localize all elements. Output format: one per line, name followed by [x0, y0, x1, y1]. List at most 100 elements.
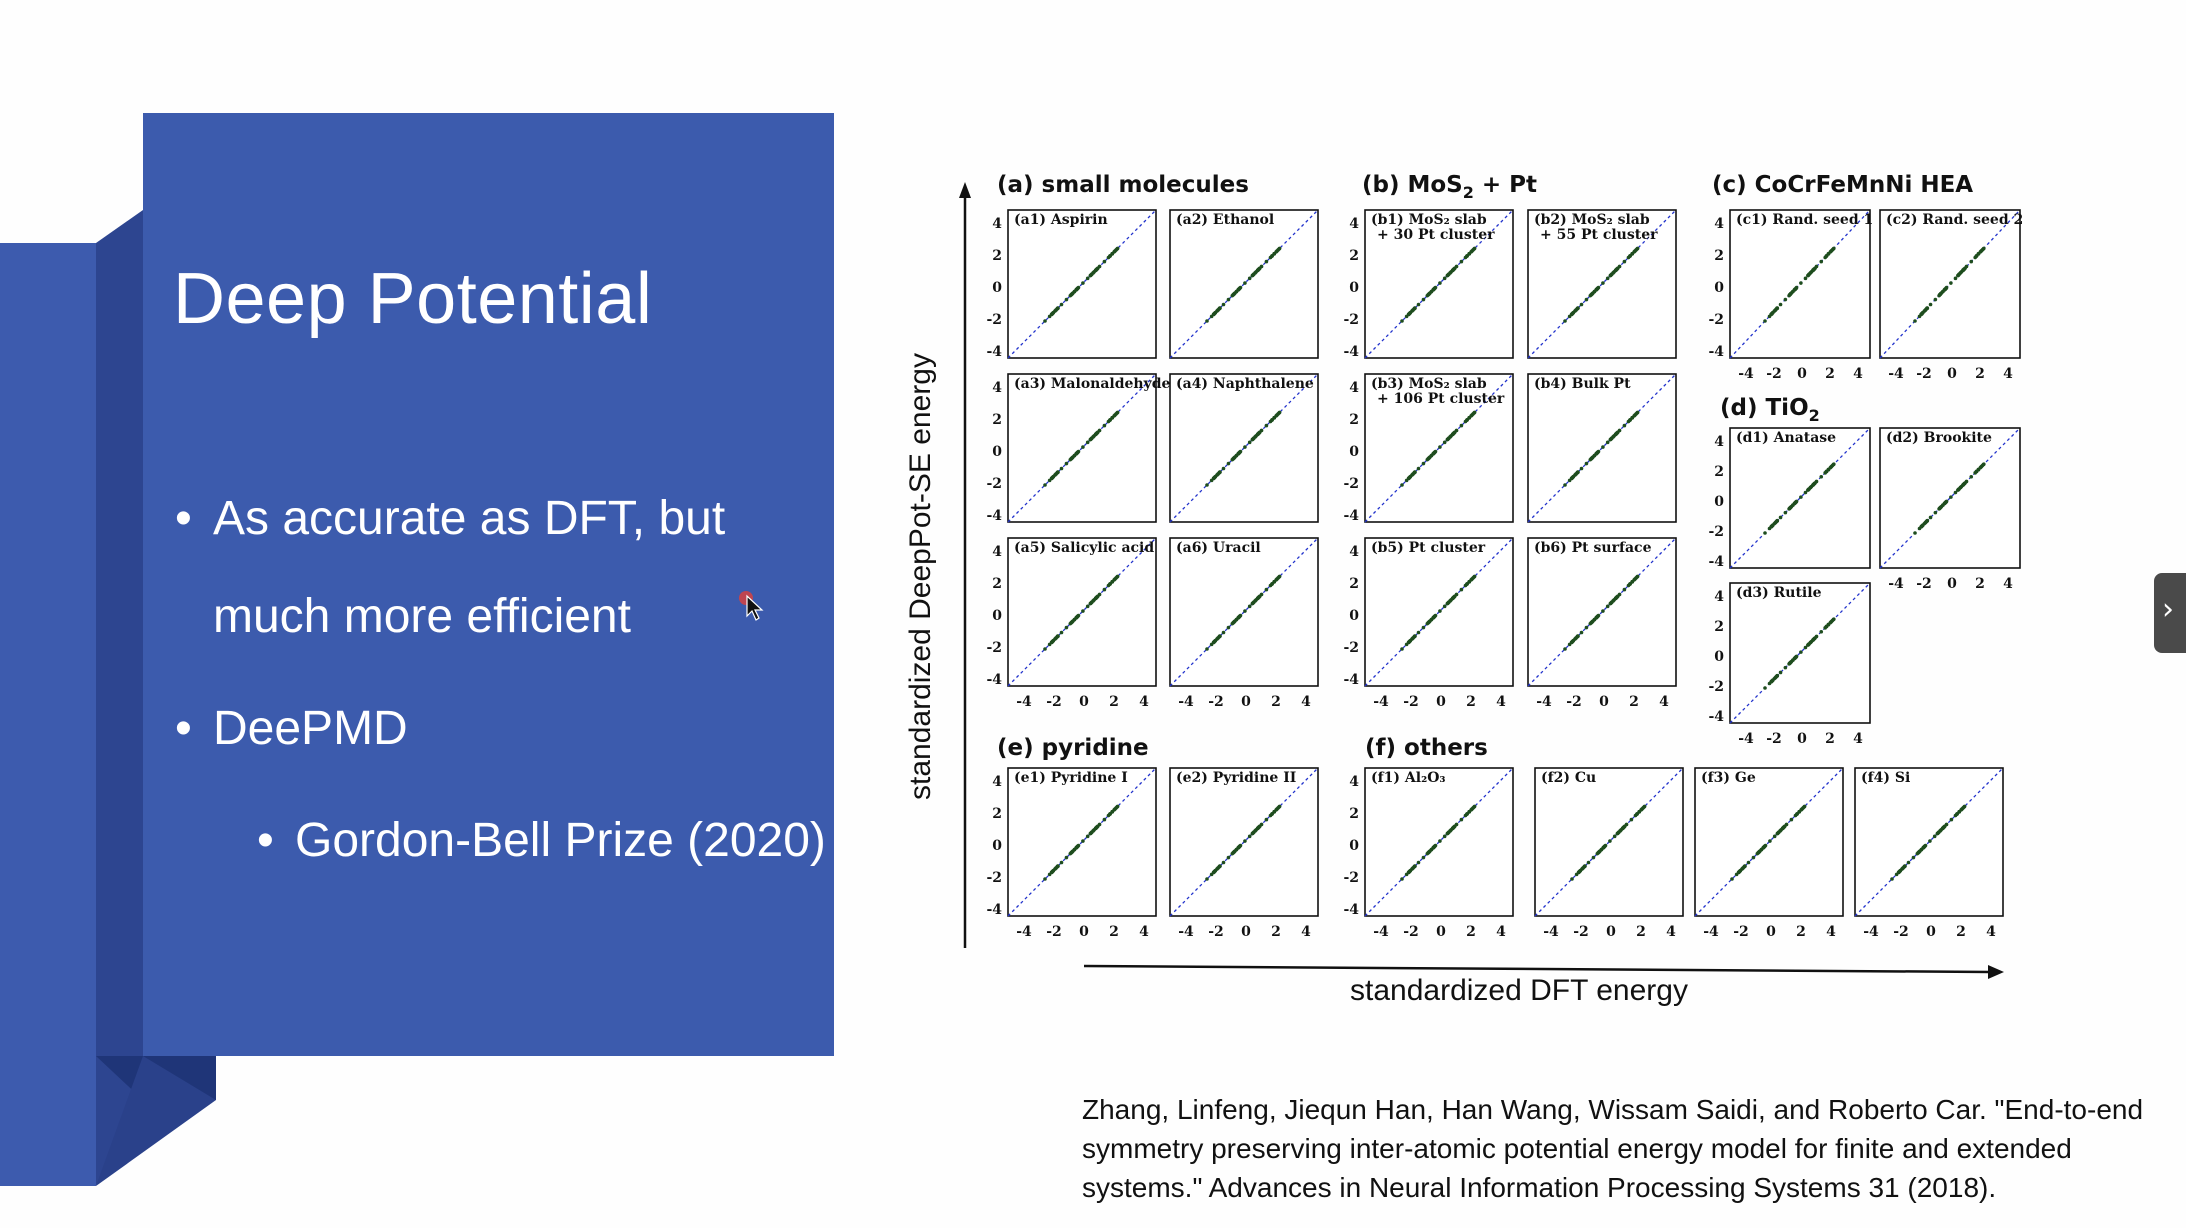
- panel-label-f1: (f1) Al₂O₃: [1371, 770, 1446, 786]
- panel-label-c2: (c2) Rand. seed 2: [1886, 212, 2023, 228]
- x-tick-label: -4: [1888, 366, 1904, 382]
- panel-label-b1-line2: + 30 Pt cluster: [1377, 227, 1495, 243]
- y-tick-label: 2: [992, 576, 1002, 592]
- x-tick-label: 0: [1947, 576, 1957, 592]
- x-tick-label: 0: [1436, 924, 1446, 940]
- x-tick-label: 2: [1975, 366, 1985, 382]
- bullet-text: DeePMD: [213, 702, 408, 755]
- y-tick-label: 4: [1714, 434, 1724, 450]
- bullet-text: much more efficient: [213, 590, 631, 643]
- section-title-f: (f) others: [1365, 735, 1488, 761]
- bullet-accuracy: • As accurate as DFT, but: [175, 491, 726, 546]
- panel-label-a3: (a3) Malonaldehyde: [1014, 376, 1171, 392]
- y-tick-label: -4: [1708, 554, 1724, 570]
- panel-label-e1: (e1) Pyridine I: [1014, 770, 1128, 786]
- panel-a5: (a5) Salicylic acid 4 2 0 -2 -4 -4 -2 0 2 4: [986, 537, 1157, 710]
- bullet-dot: •: [175, 702, 192, 755]
- panel-label-a1: (a1) Aspirin: [1014, 212, 1108, 228]
- x-tick-label: 0: [1797, 366, 1807, 382]
- x-tick-label: 2: [1109, 694, 1119, 710]
- y-tick-label: 0: [1349, 608, 1359, 624]
- y-tick-label: 2: [1349, 576, 1359, 592]
- x-tick-label: 2: [1271, 694, 1281, 710]
- y-tick-label: -2: [1708, 679, 1724, 695]
- y-tick-label: -4: [986, 672, 1002, 688]
- panel-a1: (a1) Aspirin 4 2 0 -2 -4: [986, 209, 1157, 360]
- panel-label-d1: (d1) Anatase: [1736, 430, 1836, 446]
- panel-d2: (d2) Brookite -4 -2 0 2 4: [1879, 427, 2021, 592]
- x-tick-label: 2: [1825, 366, 1835, 382]
- sub-bullet-gordon-bell: • Gordon-Bell Prize (2020): [257, 813, 826, 868]
- panel-label-b6: (b6) Pt surface: [1534, 540, 1652, 556]
- bullet-text: As accurate as DFT, but: [213, 492, 726, 545]
- y-tick-label: -4: [986, 902, 1002, 918]
- panel-label-a2: (a2) Ethanol: [1176, 212, 1274, 228]
- panel-e2: (e2) Pyridine II -4 -2 0 2 4: [1169, 767, 1319, 940]
- x-tick-label: 2: [1975, 576, 1985, 592]
- panel-f1: (f1) Al₂O₃ 4 2 0 -2 -4 -4 -2 0 2 4: [1343, 767, 1514, 940]
- x-tick-label: -4: [1888, 576, 1904, 592]
- section-title-c: (c) CoCrFeMnNi HEA: [1712, 172, 1973, 198]
- y-tick-label: 4: [992, 216, 1002, 232]
- y-tick-label: 2: [1714, 464, 1724, 480]
- panel-c2: (c2) Rand. seed 2 -4 -2 0 2 4: [1879, 209, 2023, 382]
- panel-label-b3: (b3) MoS₂ slab: [1371, 376, 1487, 392]
- panel-b3: (b3) MoS₂ slab+ 106 Pt cluster 4 2 0 -2 -4: [1343, 373, 1514, 524]
- y-tick-label: -2: [1343, 870, 1359, 886]
- panel-c1: (c1) Rand. seed 1 4 2 0 -2 -4 -4 -2 0 2 4: [1708, 209, 1873, 382]
- panel-label-f4: (f4) Si: [1861, 770, 1910, 786]
- y-tick-label: -2: [1343, 640, 1359, 656]
- x-tick-label: -2: [1916, 366, 1932, 382]
- y-axis-title: standardized DeepPot-SE energy: [904, 353, 937, 800]
- panel-b2: (b2) MoS₂ slab+ 55 Pt cluster: [1527, 209, 1677, 359]
- y-tick-label: -2: [986, 312, 1002, 328]
- x-tick-label: 4: [1986, 924, 1996, 940]
- y-tick-label: 0: [1349, 838, 1359, 854]
- next-slide-button[interactable]: ›: [2154, 573, 2186, 653]
- panel-label-f2: (f2) Cu: [1541, 770, 1596, 786]
- slide-title: Deep Potential: [173, 259, 653, 339]
- x-tick-label: -4: [1373, 694, 1389, 710]
- x-tick-label: 2: [1636, 924, 1646, 940]
- x-tick-label: 4: [2003, 366, 2013, 382]
- y-tick-label: 0: [1714, 280, 1724, 296]
- x-tick-label: 0: [1606, 924, 1616, 940]
- y-tick-label: 4: [1349, 216, 1359, 232]
- x-tick-label: -2: [1046, 694, 1062, 710]
- x-tick-label: 4: [1301, 924, 1311, 940]
- x-tick-label: -2: [1766, 731, 1782, 747]
- y-tick-label: 2: [1349, 412, 1359, 428]
- y-tick-label: 4: [1349, 380, 1359, 396]
- panel-d1: (d1) Anatase 4 2 0 -2 -4: [1708, 427, 1871, 570]
- panel-f3: (f3) Ge -4 -2 0 2 4: [1694, 767, 1844, 940]
- y-tick-label: 2: [992, 412, 1002, 428]
- x-tick-label: 4: [1301, 694, 1311, 710]
- y-tick-label: 4: [1349, 544, 1359, 560]
- panel-label-b2-line2: + 55 Pt cluster: [1540, 227, 1658, 243]
- x-tick-label: 4: [1496, 694, 1506, 710]
- panel-label-b1: (b1) MoS₂ slab: [1371, 212, 1487, 228]
- panel-b1: (b1) MoS₂ slab+ 30 Pt cluster 4 2 0 -2 -4: [1343, 209, 1514, 360]
- x-tick-label: 4: [1139, 694, 1149, 710]
- y-tick-label: -2: [1708, 312, 1724, 328]
- x-tick-label: -2: [1573, 924, 1589, 940]
- x-tick-label: -2: [1208, 924, 1224, 940]
- y-tick-label: 2: [1349, 806, 1359, 822]
- panel-label-c1: (c1) Rand. seed 1: [1736, 212, 1873, 228]
- x-tick-label: 0: [1436, 694, 1446, 710]
- y-tick-label: 4: [992, 380, 1002, 396]
- x-tick-label: 2: [1796, 924, 1806, 940]
- x-tick-label: -2: [1046, 924, 1062, 940]
- panel-e1: (e1) Pyridine I 4 2 0 -2 -4 -4 -2 0 2 4: [986, 767, 1157, 940]
- x-tick-label: 2: [1629, 694, 1639, 710]
- x-tick-label: 4: [1826, 924, 1836, 940]
- y-tick-label: 0: [1714, 649, 1724, 665]
- x-tick-label: 0: [1079, 694, 1089, 710]
- x-tick-label: 4: [1853, 366, 1863, 382]
- x-tick-label: 4: [1496, 924, 1506, 940]
- panel-f4: (f4) Si -4 -2 0 2 4: [1854, 767, 2004, 940]
- panel-label-e2: (e2) Pyridine II: [1176, 770, 1296, 786]
- x-tick-label: 2: [1956, 924, 1966, 940]
- x-tick-label: -4: [1703, 924, 1719, 940]
- panel-label-f3: (f3) Ge: [1701, 770, 1756, 786]
